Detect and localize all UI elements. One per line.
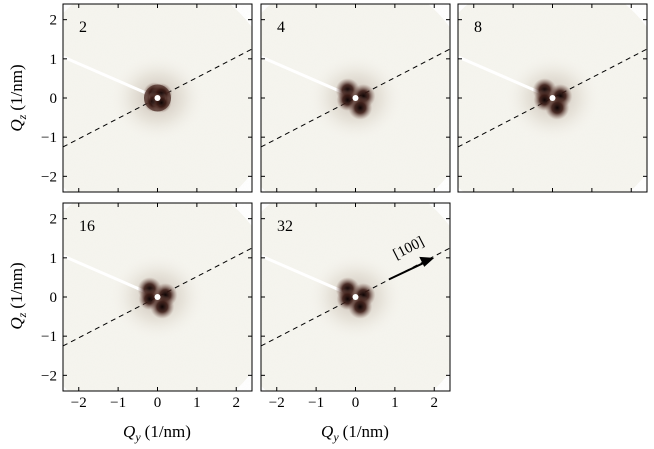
x-tick-label: 1 <box>391 395 399 411</box>
beam-center <box>549 95 556 101</box>
beam-center <box>352 95 359 101</box>
x-tick-label: −1 <box>110 395 126 411</box>
diffraction-spot <box>151 92 172 113</box>
panel-label: 8 <box>474 19 482 36</box>
beam-center <box>154 95 161 101</box>
diffraction-spot <box>545 95 570 120</box>
panel-label: 32 <box>277 218 293 235</box>
y-tick-label: −1 <box>41 130 57 146</box>
x-tick-label: −2 <box>71 395 87 411</box>
panel-label: 2 <box>79 19 87 36</box>
beamstop-line <box>63 55 159 100</box>
diffraction-spot <box>348 95 373 120</box>
y-tick-label: 0 <box>50 91 58 107</box>
panel-8: 8 <box>457 3 648 193</box>
x-tick-label: 0 <box>154 395 162 411</box>
beam-center <box>154 294 161 300</box>
y-tick-label: −1 <box>41 329 57 345</box>
panel-2: 2 1 0 −1 −2 2 <box>41 3 253 193</box>
x-tick-label: −1 <box>308 395 324 411</box>
x-tick-label: 1 <box>193 395 201 411</box>
svg-text:Qz(1/nm): Qz(1/nm) <box>7 262 29 329</box>
x-tick-label: 2 <box>233 395 241 411</box>
arrow-head-icon <box>419 256 435 267</box>
y-tick-label: 1 <box>50 52 58 68</box>
y-tick-label: 2 <box>50 212 58 228</box>
x-tick-label: 2 <box>431 395 439 411</box>
svg-text:Qz(1/nm): Qz(1/nm) <box>7 64 29 131</box>
ylabel-bottom: Qz(1/nm) <box>7 262 29 329</box>
panel-16: 2 1 0 −1 −2 −2 −1 0 1 2 16 <box>41 202 253 411</box>
y-tick-label: −2 <box>41 368 57 384</box>
panel-label: 4 <box>277 19 285 36</box>
y-tick-label: −2 <box>41 169 57 185</box>
x-tick-label: −2 <box>269 395 285 411</box>
xlabel-left: Qy (1/nm) <box>123 422 191 444</box>
y-tick-label: 0 <box>50 290 58 306</box>
ylabel-top: Qz(1/nm) <box>7 64 29 131</box>
beam-center <box>352 294 359 300</box>
panel-4: 4 <box>260 3 451 193</box>
diffraction-spot <box>348 294 373 319</box>
panel-label: 16 <box>79 218 95 235</box>
diffraction-spot <box>150 294 175 319</box>
y-tick-label: 1 <box>50 251 58 267</box>
xlabel-middle: Qy (1/nm) <box>321 422 389 444</box>
panel-32: −2 −1 0 1 232[100] <box>260 202 451 411</box>
y-tick-label: 2 <box>50 13 58 29</box>
x-tick-label: 0 <box>352 395 360 411</box>
